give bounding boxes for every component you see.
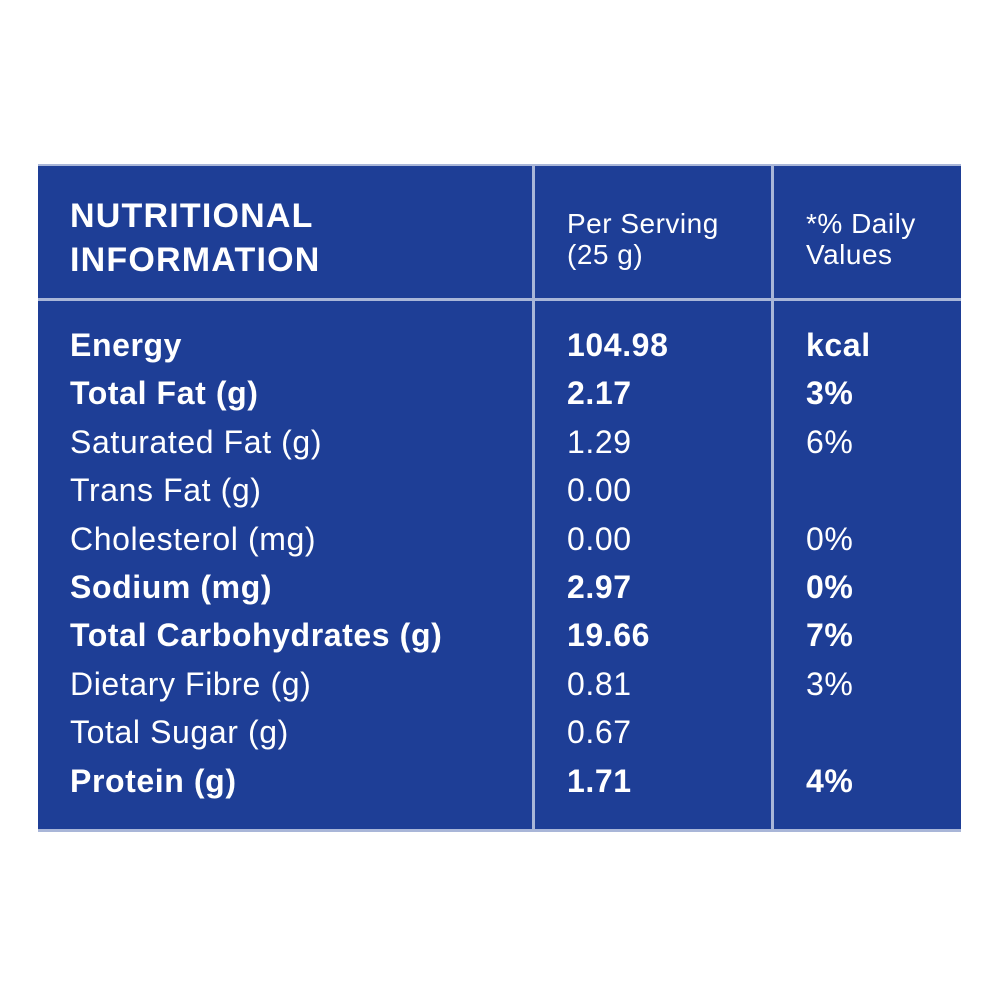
daily-value: 3% <box>806 375 854 412</box>
table-row: Total Carbohydrates (g) 19.66 7% <box>38 611 961 659</box>
column-header-daily-values: *% Daily Values <box>806 208 956 270</box>
per-serving-value: 2.97 <box>567 568 632 605</box>
header-divider <box>38 298 961 301</box>
nutrition-table: NUTRITIONAL INFORMATION Per Serving (25 … <box>38 164 961 832</box>
daily-value: 7% <box>806 617 854 654</box>
nutrient-name: Total Sugar (g) <box>70 714 289 751</box>
table-row: Total Sugar (g) 0.67 <box>38 708 961 756</box>
column-header-line: Values <box>806 239 893 270</box>
daily-value: 0% <box>806 568 854 605</box>
per-serving-value: 104.98 <box>567 327 669 363</box>
column-header-per-serving: Per Serving (25 g) <box>567 208 767 270</box>
daily-value: 0% <box>806 520 854 557</box>
daily-value: 6% <box>806 423 854 460</box>
nutrient-rows: Energy 104.98 kcal Total Fat (g) 2.17 3%… <box>38 321 961 805</box>
table-title-line: NUTRITIONAL <box>70 197 314 235</box>
column-divider <box>532 166 535 829</box>
per-serving-value: 1.71 <box>567 762 632 799</box>
daily-value: 4% <box>806 762 854 799</box>
table-row: Trans Fat (g) 0.00 <box>38 466 961 514</box>
per-serving-value: 19.66 <box>567 617 651 654</box>
table-title-line: INFORMATION <box>70 241 321 279</box>
table-title: NUTRITIONAL INFORMATION <box>70 194 510 282</box>
per-serving-value: 0.00 <box>567 472 632 509</box>
per-serving-value: 1.29 <box>567 423 632 460</box>
per-serving-value: 0.00 <box>567 520 632 557</box>
nutrient-name: Sodium (mg) <box>70 568 273 605</box>
per-serving-value: 0.81 <box>567 665 632 702</box>
column-header-line: Per Serving <box>567 208 719 239</box>
table-row: Dietary Fibre (g) 0.81 3% <box>38 660 961 708</box>
table-row: Sodium (mg) 2.97 0% <box>38 563 961 611</box>
table-row: Energy 104.98 kcal <box>38 321 961 369</box>
nutrient-name: Total Carbohydrates (g) <box>70 617 443 654</box>
column-header-line: *% Daily <box>806 208 916 239</box>
daily-value: 3% <box>806 665 854 702</box>
nutrient-name: Cholesterol (mg) <box>70 520 317 557</box>
column-divider <box>771 166 774 829</box>
table-row: Total Fat (g) 2.17 3% <box>38 369 961 417</box>
nutrient-name: Protein (g) <box>70 762 237 799</box>
daily-value: kcal <box>806 327 871 363</box>
column-header-line: (25 g) <box>567 239 644 270</box>
table-row: Protein (g) 1.71 4% <box>38 757 961 805</box>
table-row: Cholesterol (mg) 0.00 0% <box>38 515 961 563</box>
table-row: Saturated Fat (g) 1.29 6% <box>38 418 961 466</box>
per-serving-value: 2.17 <box>567 375 632 412</box>
nutrient-name: Saturated Fat (g) <box>70 423 323 460</box>
nutrient-name: Dietary Fibre (g) <box>70 665 312 702</box>
nutrient-name: Total Fat (g) <box>70 375 259 412</box>
nutrient-name: Trans Fat (g) <box>70 472 262 509</box>
nutrient-name: Energy <box>70 327 183 363</box>
per-serving-value: 0.67 <box>567 714 632 751</box>
